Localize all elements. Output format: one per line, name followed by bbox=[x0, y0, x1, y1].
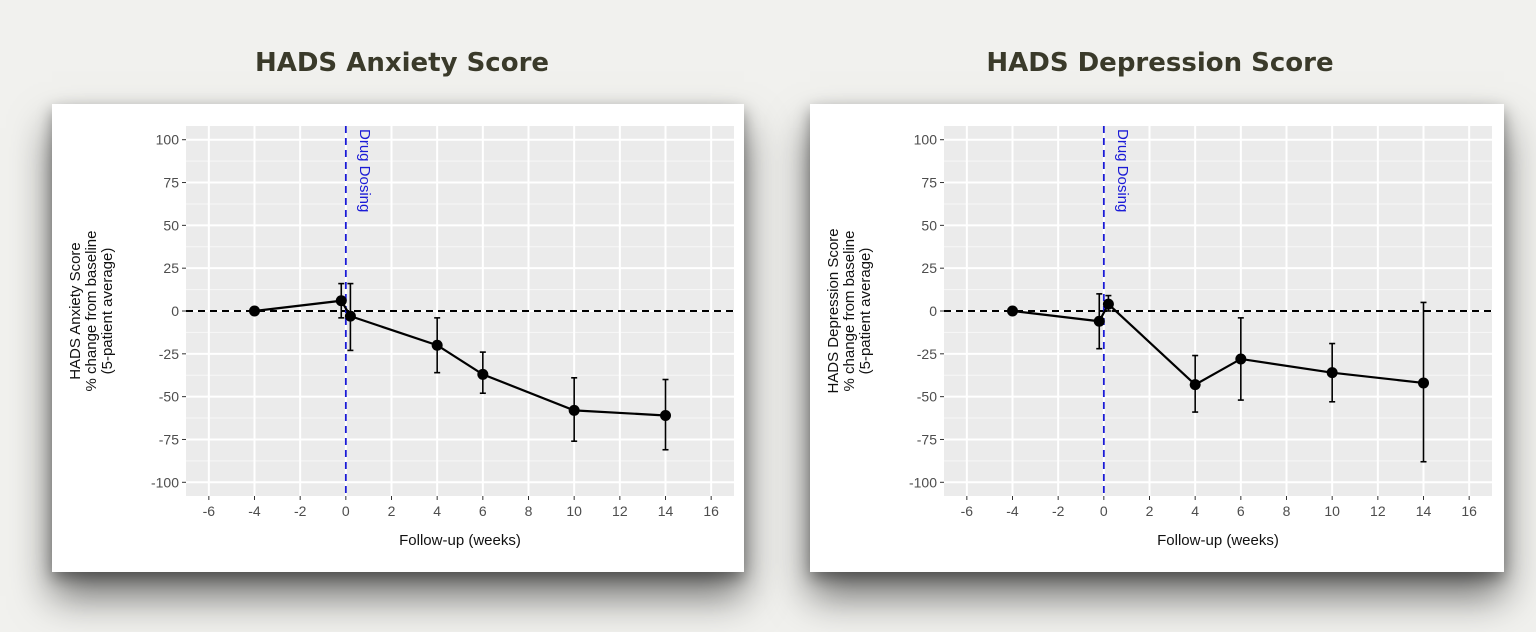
data-point bbox=[1189, 379, 1201, 391]
data-point bbox=[344, 310, 356, 322]
x-tick-label: -4 bbox=[248, 503, 261, 519]
x-tick-label: 2 bbox=[1146, 503, 1154, 519]
x-tick-label: 16 bbox=[1461, 503, 1477, 519]
x-tick-label: -6 bbox=[961, 503, 974, 519]
data-point bbox=[1093, 315, 1105, 327]
data-point bbox=[1007, 305, 1018, 317]
data-point bbox=[1418, 377, 1429, 389]
x-tick-label: 10 bbox=[1324, 503, 1340, 519]
y-axis-label-line: HADS Anxiety Score bbox=[67, 242, 84, 380]
y-axis-label: HADS Anxiety Score% change from baseline… bbox=[67, 231, 116, 392]
y-axis-label-line: (5-patient average) bbox=[857, 248, 874, 375]
anxiety-chart: -6 -4 -2 0 2 4 6 8 10 12 14 16 100 75 50 25 0 -25 -50 -75 -1… bbox=[67, 126, 734, 549]
drug-dosing-label: Drug Dosing bbox=[1114, 129, 1131, 212]
x-tick-label: 0 bbox=[342, 503, 350, 519]
y-tick-label: 75 bbox=[163, 175, 179, 191]
data-point bbox=[431, 339, 443, 351]
x-tick-label: -2 bbox=[1052, 503, 1065, 519]
data-point bbox=[660, 409, 671, 421]
data-point bbox=[1235, 353, 1247, 365]
x-tick-label: 4 bbox=[433, 503, 441, 519]
chart-title: HADS Anxiety Score bbox=[254, 48, 550, 78]
y-tick-label: -75 bbox=[917, 431, 937, 447]
depression-chart: -6 -4 -2 0 2 4 6 8 10 12 14 16 100 75 50 25 0 -25 -50 -75 -1… bbox=[825, 126, 1492, 549]
y-tick-label: 50 bbox=[921, 217, 937, 233]
x-tick-label: -2 bbox=[294, 503, 307, 519]
y-tick-label: 25 bbox=[921, 260, 937, 276]
x-tick-label: -6 bbox=[203, 503, 216, 519]
x-tick-label: 2 bbox=[388, 503, 396, 519]
x-tick-label: -4 bbox=[1006, 503, 1019, 519]
y-axis-label-line: HADS Depression Score bbox=[825, 228, 842, 393]
x-tick-label: 14 bbox=[1416, 503, 1432, 519]
y-tick-label: 100 bbox=[156, 132, 180, 148]
y-axis-label-line: (5-patient average) bbox=[99, 248, 116, 375]
x-tick-label: 0 bbox=[1100, 503, 1108, 519]
y-tick-label: -100 bbox=[909, 474, 937, 490]
data-point bbox=[477, 368, 489, 380]
y-tick-label: -50 bbox=[917, 389, 937, 405]
data-point bbox=[335, 295, 347, 307]
y-axis-label: HADS Depression Score% change from basel… bbox=[825, 228, 874, 393]
y-tick-label: -100 bbox=[151, 474, 179, 490]
y-tick-label: 0 bbox=[929, 303, 937, 319]
drug-dosing-label: Drug Dosing bbox=[356, 129, 373, 212]
x-tick-label: 14 bbox=[658, 503, 674, 519]
chart-card: -6 -4 -2 0 2 4 6 8 10 12 14 16 100 75 50 25 0 -25 -50 -75 -1… bbox=[810, 104, 1504, 572]
x-tick-label: 6 bbox=[479, 503, 487, 519]
y-tick-label: -25 bbox=[917, 346, 937, 362]
x-axis-label: Follow-up (weeks) bbox=[399, 532, 521, 549]
x-tick-label: 12 bbox=[612, 503, 628, 519]
anxiety-chart-panel: HADS Anxiety Score -6 -4 -2 0 2 4 6 8 10 12 14 16 10… bbox=[52, 0, 752, 632]
x-tick-label: 8 bbox=[525, 503, 533, 519]
x-tick-label: 8 bbox=[1283, 503, 1291, 519]
y-tick-label: 0 bbox=[171, 303, 179, 319]
x-tick-label: 10 bbox=[566, 503, 582, 519]
data-point bbox=[568, 404, 580, 416]
data-point bbox=[1326, 367, 1338, 379]
y-tick-label: -25 bbox=[159, 346, 179, 362]
x-axis-label: Follow-up (weeks) bbox=[1157, 532, 1279, 549]
data-point bbox=[1102, 298, 1114, 310]
x-tick-label: 4 bbox=[1191, 503, 1199, 519]
y-tick-label: 25 bbox=[163, 260, 179, 276]
y-tick-label: 50 bbox=[163, 217, 179, 233]
y-axis-label-line: % change from baseline bbox=[83, 231, 100, 392]
x-tick-label: 6 bbox=[1237, 503, 1245, 519]
x-tick-label: 12 bbox=[1370, 503, 1386, 519]
depression-chart-panel: HADS Depression Score -6 -4 -2 0 2 4 6 8 10 12 14 1… bbox=[810, 0, 1510, 632]
data-point bbox=[249, 305, 260, 317]
chart-card: -6 -4 -2 0 2 4 6 8 10 12 14 16 100 75 50 25 0 -25 -50 -75 -1… bbox=[52, 104, 744, 572]
chart-title: HADS Depression Score bbox=[986, 48, 1334, 78]
x-tick-label: 16 bbox=[703, 503, 719, 519]
y-tick-label: -50 bbox=[159, 389, 179, 405]
y-axis-label-line: % change from baseline bbox=[841, 231, 858, 392]
y-tick-label: -75 bbox=[159, 431, 179, 447]
y-tick-label: 75 bbox=[921, 175, 937, 191]
y-tick-label: 100 bbox=[914, 132, 938, 148]
